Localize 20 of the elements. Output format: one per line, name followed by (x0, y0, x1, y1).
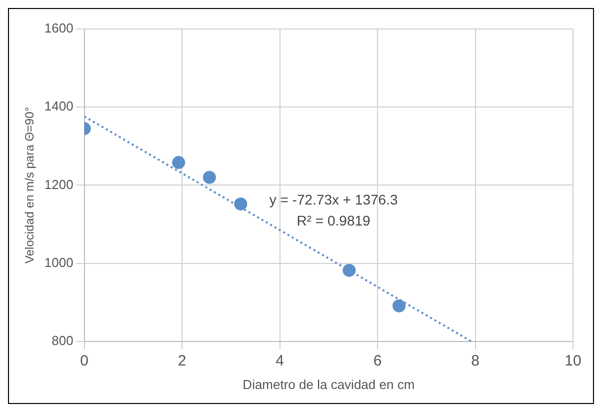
point (392, 299, 406, 312)
y-tick-label: 1200 (44, 176, 74, 192)
y-tick-label: 1000 (44, 254, 74, 270)
x-tick-label: 10 (564, 352, 582, 370)
x-tick-label: 2 (178, 352, 186, 370)
x-axis-title: Diametro de la cavidad en cm (242, 376, 415, 392)
annotation: y = -72.73x + 1376.3 (269, 192, 398, 208)
point (172, 156, 186, 170)
point (342, 264, 356, 277)
x-tick-label: 6 (373, 352, 382, 370)
x-tick-label: 0 (80, 352, 88, 370)
x-tick-label: 4 (276, 352, 284, 370)
y-axis-title: Velocidad en m/s para Θ=90° (22, 106, 37, 264)
point (234, 197, 248, 210)
point (202, 170, 216, 184)
y-tick-label: 800 (52, 332, 74, 348)
x-tick-label: 8 (471, 352, 480, 370)
y-tick-label: 1600 (44, 20, 74, 36)
y-tick-label: 1400 (44, 98, 74, 114)
annotation: R² = 0.9819 (296, 212, 371, 229)
